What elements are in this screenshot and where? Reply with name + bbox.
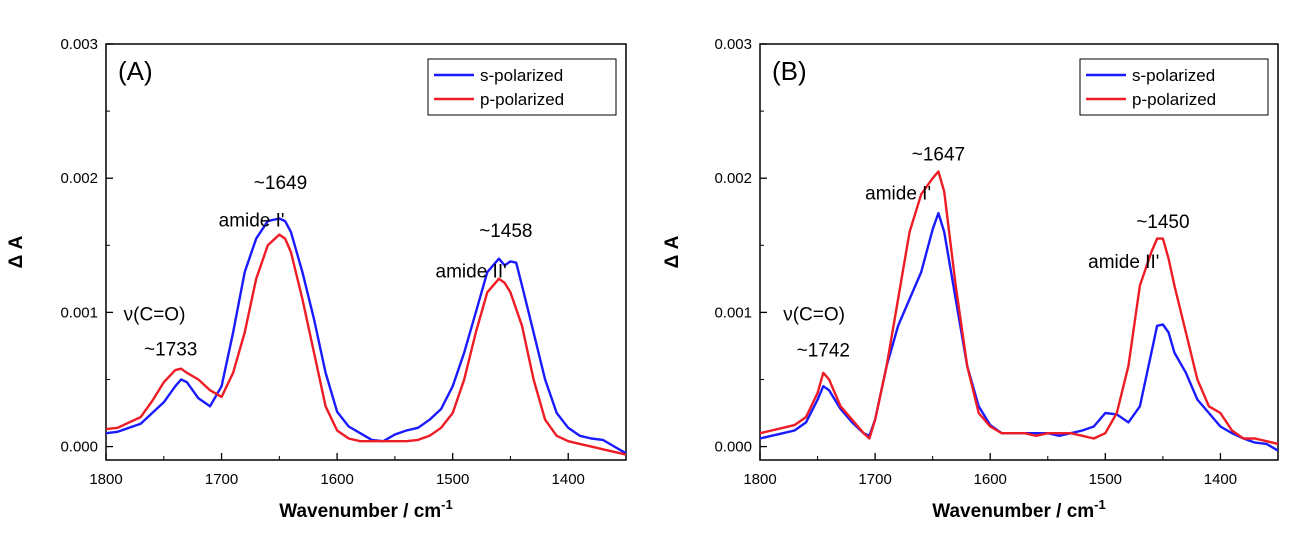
y-tick-label: 0.001 [60,304,98,321]
annotation: ~1647 [912,145,965,166]
x-axis-title: Wavenumber / cm-1 [932,497,1105,522]
panel-label: (B) [772,56,807,86]
legend-label: s-polarized [480,66,563,85]
annotation: ν(C=O) [783,304,845,325]
x-tick-label: 1500 [436,471,469,488]
x-tick-label: 1600 [320,471,353,488]
annotation: ~1450 [1136,212,1189,233]
legend-label: p-polarized [480,90,564,109]
annotation: ~1649 [254,173,307,194]
annotation: ~1742 [797,341,850,362]
annotation: ν(C=O) [124,304,186,325]
annotation: ~1733 [144,339,197,360]
y-tick-label: 0.003 [714,36,752,53]
x-tick-label: 1800 [89,471,122,488]
legend-label: p-polarized [1132,90,1216,109]
chart-panel-b: 1800 1700 1600 1500 1400 0.000 0.001 0.002 0.003… [662,36,1279,522]
x-tick-label: 1600 [974,471,1007,488]
series-line-s-polarized [106,217,626,455]
annotation: amide II' [436,261,507,282]
series-line-p-polarized [760,170,1278,446]
plot-frame [105,43,627,461]
x-tick-label: 1700 [205,471,238,488]
x-tick-label: 1500 [1089,471,1122,488]
legend-box [427,58,617,116]
legend: s-polarized p-polarized [427,58,617,116]
annotation: amide I' [865,184,931,205]
y-tick-label: 0.000 [60,439,98,456]
plot-frame [759,43,1279,461]
y-tick-label: 0.000 [714,439,752,456]
y-tick-label: 0.001 [714,304,752,321]
legend-label: s-polarized [1132,66,1215,85]
series-line-p-polarized [106,233,626,456]
y-tick-label: 0.003 [60,36,98,53]
series-line-s-polarized [760,211,1278,452]
x-tick-label: 1400 [1204,471,1237,488]
x-tick-label: 1800 [743,471,776,488]
panel-label: (A) [118,56,153,86]
y-axis-title: Δ A [662,235,683,268]
chart-panel-a: 1800 1700 1600 1500 1400 0.000 0.001 0.002 0.003… [6,36,627,522]
annotation: amide II' [1088,252,1159,273]
x-tick-label: 1400 [552,471,585,488]
y-tick-label: 0.002 [60,170,98,187]
x-tick-label: 1700 [858,471,891,488]
annotation: amide I' [219,211,285,232]
y-axis-title: Δ A [6,235,27,268]
y-tick-label: 0.002 [714,170,752,187]
x-axis-title: Wavenumber / cm-1 [279,497,452,522]
legend: s-polarized p-polarized [1079,58,1269,116]
annotation: ~1458 [479,221,532,242]
legend-box [1079,58,1269,116]
